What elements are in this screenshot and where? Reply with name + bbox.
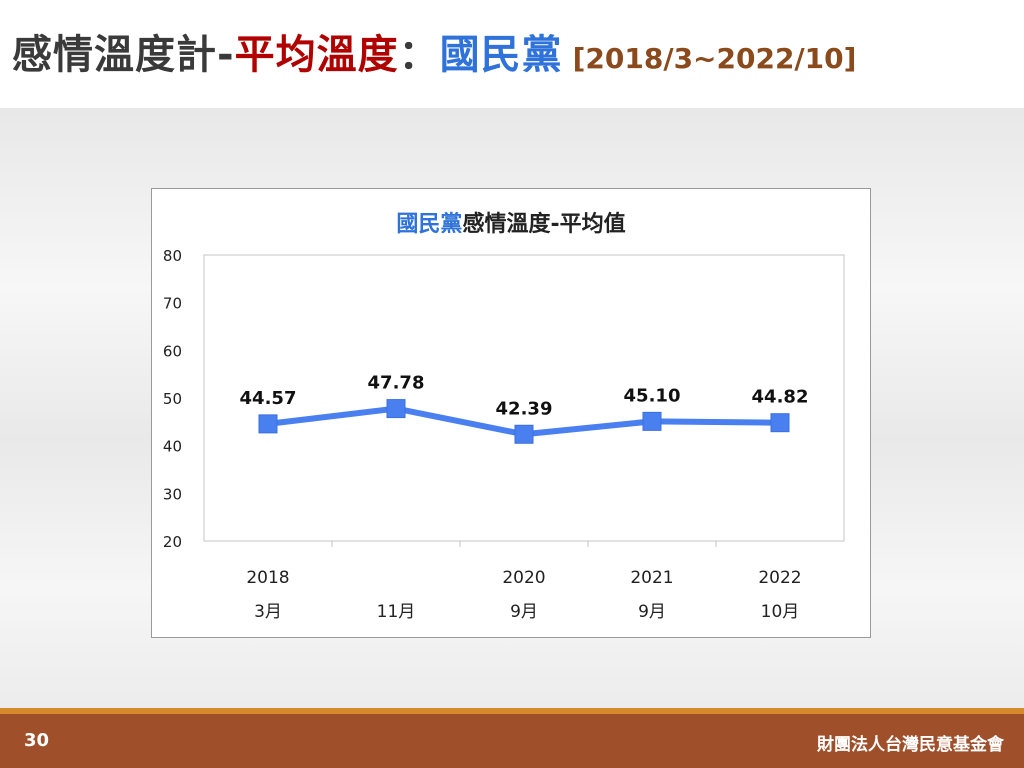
chart-panel: 國民黨感情溫度-平均值 20 30 40 50 60 70 80 2018 3月 11月 2020… [151,188,871,638]
title-text-main: 感情溫度計- [12,32,235,78]
y-tick-label: 40 [163,438,182,456]
chart-title-rest: 感情溫度-平均值 [462,211,625,237]
plot-area [203,254,845,542]
y-tick-label: 60 [163,342,182,360]
x-label-year: 2022 [758,568,801,588]
chart-title: 國民黨感情溫度-平均值 [396,211,625,237]
title-party: 國民黨 [439,32,563,78]
x-label-year: 2021 [630,568,673,588]
data-label: 44.82 [752,387,809,408]
y-axis: 20 30 40 50 60 70 80 [163,247,182,551]
y-tick-label: 80 [163,247,182,265]
footer-bar: 30 財團法人台灣民意基金會 [0,714,1024,768]
data-label: 45.10 [624,385,681,406]
x-label-month: 11月 [377,602,416,622]
data-label: 44.57 [240,388,297,409]
x-label-month: 9月 [510,602,538,622]
x-axis-ticks [331,541,717,547]
title-bar: 感情溫度計-平均溫度：國民黨 [2018/3~2022/10] [0,0,1024,108]
x-label-month: 3月 [254,602,282,622]
data-point-marker [258,414,278,434]
data-point-marker [642,411,662,431]
x-label-month: 9月 [638,602,666,622]
title-colon: ： [398,32,440,78]
title-date-range: [2018/3~2022/10] [572,42,857,75]
organization-name: 財團法人台灣民意基金會 [817,735,1004,755]
y-tick-label: 70 [163,295,182,313]
data-point-marker [514,424,534,444]
data-label: 47.78 [368,373,425,394]
footer-divider [0,708,1024,714]
data-label: 42.39 [496,398,553,419]
slide-title: 感情溫度計-平均溫度：國民黨 [2018/3~2022/10] [12,22,856,80]
line-chart: 國民黨感情溫度-平均值 20 30 40 50 60 70 80 2018 3月 11月 2020… [163,211,845,622]
data-point-marker [386,399,406,419]
data-label-group: 44.57 47.78 42.39 45.10 44.82 [240,373,809,420]
x-label-year: 2018 [246,568,289,588]
y-tick-label: 20 [163,533,182,551]
data-point-marker [770,413,790,433]
x-axis-labels: 2018 3月 11月 2020 9月 2021 9月 2022 10月 [246,568,801,622]
chart-title-party: 國民黨 [396,212,462,237]
marker-group [258,399,790,444]
x-label-year: 2020 [502,568,545,588]
page-number: 30 [24,730,50,751]
title-text-average: 平均溫度 [234,32,399,78]
x-label-month: 10月 [761,602,800,622]
y-tick-label: 50 [163,390,182,408]
y-tick-label: 30 [163,485,182,503]
